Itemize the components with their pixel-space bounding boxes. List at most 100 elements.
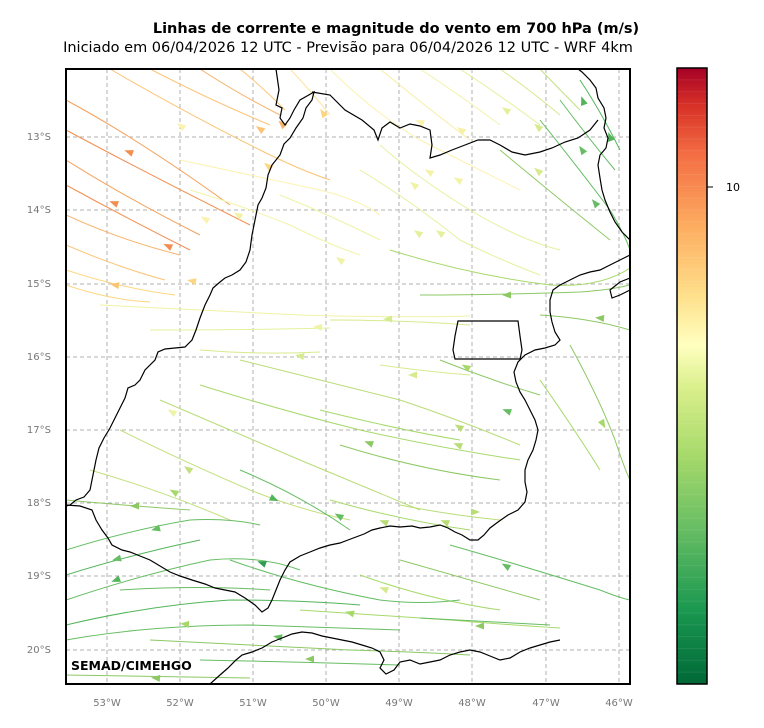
streamline-arrow: [111, 575, 121, 582]
streamline-arrow: [534, 123, 544, 133]
streamline-arrow: [579, 145, 588, 156]
lat-label: 17°S: [27, 425, 51, 436]
streamline: [539, 379, 601, 471]
streamline: [579, 79, 621, 151]
streamline-arrow: [176, 123, 187, 132]
streamline-arrow: [109, 201, 119, 208]
streamline: [149, 639, 471, 656]
streamline: [329, 69, 521, 191]
lon-label: 46°W: [605, 698, 633, 709]
streamline-arrow: [456, 127, 467, 136]
lon-label: 49°W: [385, 698, 413, 709]
streamline: [329, 319, 471, 326]
lat-label: 20°S: [27, 645, 51, 656]
streamline: [289, 69, 331, 116]
streamline-arrows: [109, 96, 615, 682]
streamline-arrow: [112, 554, 122, 562]
streamline: [389, 249, 630, 286]
streamline-arrow: [345, 610, 355, 618]
streamline: [109, 69, 331, 181]
lon-label: 50°W: [312, 698, 340, 709]
streamline: [279, 194, 381, 241]
streamline: [539, 69, 581, 111]
streamline-arrow: [424, 169, 435, 178]
streamline: [569, 344, 630, 481]
lon-label: 53°W: [93, 698, 121, 709]
streamline-arrow: [471, 508, 480, 516]
streamline-arrow: [461, 364, 472, 373]
streamline-arrow: [295, 353, 305, 361]
streamline: [89, 469, 231, 521]
streamline: [66, 214, 181, 256]
streamline: [66, 244, 166, 281]
streamline-arrow: [268, 494, 279, 502]
streamline-arrow: [581, 96, 588, 106]
map-frame: [65, 68, 631, 685]
streamline-arrow: [608, 132, 615, 142]
streamline-arrow: [408, 371, 417, 379]
streamline-arrow: [379, 520, 389, 527]
streamline-arrow: [180, 620, 190, 628]
streamline-arrow: [335, 257, 346, 266]
streamline: [66, 558, 301, 601]
streamlines: [66, 69, 630, 679]
streamline: [319, 409, 461, 441]
streamline: [66, 674, 251, 679]
streamline: [66, 184, 191, 251]
streamline-arrow: [255, 126, 266, 135]
streamline-arrow: [453, 443, 463, 450]
lat-label: 18°S: [27, 498, 51, 509]
streamline: [199, 69, 281, 116]
map-subtitle: Iniciado em 06/04/2026 12 UTC - Previsão…: [63, 40, 633, 56]
streamline: [419, 69, 501, 126]
streamline-arrow: [383, 315, 392, 323]
streamline-arrow: [110, 282, 120, 290]
streamline: [199, 349, 321, 354]
lon-label: 52°W: [166, 698, 194, 709]
streamline-arrow: [591, 199, 601, 209]
streamline-arrow: [502, 409, 512, 416]
streamline-arrow: [151, 524, 161, 532]
state-border: [577, 69, 630, 241]
streamline-arrow: [454, 424, 465, 433]
lat-label: 15°S: [27, 279, 51, 290]
streamline: [66, 269, 176, 296]
latitude-labels: 13°S 14°S 15°S 16°S 17°S 18°S 19°S 20°S: [27, 132, 51, 656]
state-border: [209, 631, 561, 684]
streamline-arrow: [415, 120, 425, 127]
streamline: [499, 69, 561, 116]
longitude-labels: 53°W 52°W 51°W 50°W 49°W 48°W 47°W 46°W: [93, 698, 633, 709]
colorbar-bands: [677, 79, 707, 673]
streamline: [66, 599, 361, 626]
lon-label: 47°W: [532, 698, 560, 709]
streamline: [189, 189, 361, 256]
streamline: [66, 284, 151, 303]
streamline-arrow: [453, 177, 464, 186]
streamline: [66, 99, 231, 206]
colorbar-frame: [676, 67, 708, 685]
streamline: [449, 544, 630, 601]
streamline: [199, 384, 521, 461]
streamline-arrow: [200, 216, 211, 225]
streamline: [399, 504, 501, 521]
map-panel: [66, 69, 630, 684]
streamline: [539, 314, 630, 331]
streamline-arrow: [257, 561, 267, 568]
streamline-arrow: [501, 563, 512, 572]
streamline: [159, 399, 421, 511]
streamline: [399, 559, 541, 601]
streamline-arrow: [440, 520, 450, 527]
streamline-arrow: [278, 120, 288, 130]
streamline: [66, 519, 261, 551]
streamline-arrow: [595, 314, 605, 322]
streamline: [229, 559, 461, 603]
streamline-arrow: [313, 323, 323, 331]
lat-label: 13°S: [27, 132, 51, 143]
streamline: [359, 574, 501, 611]
streamline: [239, 69, 286, 111]
streamline: [149, 327, 331, 331]
streamline: [66, 539, 201, 576]
streamline: [179, 159, 381, 216]
federal-district-outline: [452, 320, 523, 360]
